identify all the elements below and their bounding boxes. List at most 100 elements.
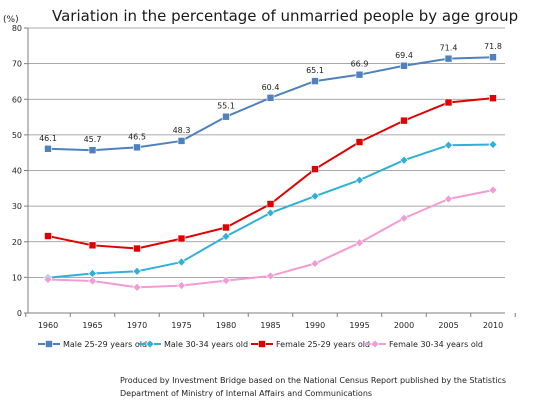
data-point <box>43 275 53 284</box>
legend-item: Male 30-34 years old <box>139 339 248 349</box>
series-line <box>47 97 494 250</box>
x-tick-label: 1965 <box>82 321 102 330</box>
x-tick-label: 2010 <box>483 321 503 330</box>
x-tick-label: 1970 <box>127 321 147 330</box>
data-point <box>88 241 97 250</box>
legend-marker <box>45 340 53 348</box>
x-tick-label: 1975 <box>171 321 191 330</box>
data-label: 46.1 <box>39 134 57 143</box>
data-point <box>310 259 320 268</box>
y-tick-label: 50 <box>12 131 22 140</box>
data-point <box>355 175 364 185</box>
data-point <box>88 269 97 278</box>
y-tick-label: 30 <box>12 202 22 211</box>
series-0 <box>44 53 497 154</box>
data-point <box>355 238 364 248</box>
y-tick-label: 70 <box>12 60 22 69</box>
data-point <box>266 94 275 102</box>
data-point <box>310 191 320 201</box>
data-label: 46.5 <box>128 132 146 141</box>
series-1 <box>43 140 498 283</box>
legend-label: Female 30-34 years old <box>389 340 483 349</box>
series-3 <box>43 185 498 292</box>
y-tick-label: 10 <box>12 273 22 282</box>
data-point <box>444 194 453 204</box>
series-lines <box>43 53 498 292</box>
data-point <box>222 223 230 232</box>
data-label: 66.9 <box>351 60 369 69</box>
y-tick-label: 60 <box>12 95 22 104</box>
x-tick-label: 1995 <box>349 321 369 330</box>
x-tick-label: 1990 <box>305 321 325 330</box>
data-point <box>400 61 408 70</box>
legend-marker <box>370 339 380 349</box>
data-point <box>221 276 231 286</box>
data-point <box>221 231 231 241</box>
data-point <box>489 53 497 62</box>
data-point <box>133 143 141 152</box>
data-point <box>399 213 409 223</box>
y-axis-unit-label: (%) <box>3 15 19 25</box>
data-point <box>222 112 230 121</box>
legend-marker <box>145 339 155 349</box>
x-tick-label: 1980 <box>216 321 236 330</box>
data-point <box>266 208 275 218</box>
data-point <box>266 200 275 208</box>
data-point <box>400 116 408 125</box>
series-2 <box>44 94 497 253</box>
data-label: 45.7 <box>84 135 102 144</box>
data-point <box>489 94 497 102</box>
legend-label: Male 25-29 years old <box>63 340 147 349</box>
data-point <box>355 70 364 79</box>
data-point <box>88 146 97 154</box>
data-label: 60.4 <box>262 83 280 92</box>
data-label: 65.1 <box>306 66 324 75</box>
y-tick-label: 20 <box>12 238 22 247</box>
data-point <box>44 232 52 240</box>
data-point <box>488 185 498 195</box>
x-tick-label: 1985 <box>260 321 280 330</box>
data-point <box>311 165 319 173</box>
data-point <box>133 244 141 253</box>
data-point <box>177 257 186 267</box>
data-point <box>311 77 319 85</box>
y-tick-label: 0 <box>17 309 22 318</box>
data-point <box>177 234 186 243</box>
data-label: 71.8 <box>484 42 502 51</box>
legend-label: Male 30-34 years old <box>164 340 248 349</box>
source-caption-line-1: Produced by Investment Bridge based on t… <box>120 376 506 385</box>
legend-label: Female 25-29 years old <box>276 340 370 349</box>
legend-marker <box>258 340 266 348</box>
data-label: 48.3 <box>173 126 191 135</box>
axes: 0 10 20 30 40 50 60 70 80 1960 1965 1970 1975 1980 198… <box>12 24 516 330</box>
data-point <box>132 282 142 292</box>
data-label: 55.1 <box>217 102 235 111</box>
gridlines <box>28 27 505 278</box>
data-point <box>444 54 453 63</box>
x-tick-label: 2000 <box>394 321 414 330</box>
data-point <box>399 155 409 165</box>
data-point <box>44 144 52 153</box>
data-point <box>444 140 453 150</box>
data-point <box>132 266 142 276</box>
data-point <box>444 98 453 107</box>
data-label: 71.4 <box>440 44 458 53</box>
legend-item: Male 25-29 years old <box>38 340 147 349</box>
data-point <box>355 138 364 146</box>
legend-item: Female 25-29 years old <box>251 340 370 349</box>
data-point <box>177 281 186 290</box>
legend-item: Female 30-34 years old <box>364 339 483 349</box>
series-line <box>47 56 494 152</box>
chart-title: Variation in the percentage of unmarried… <box>52 7 518 25</box>
data-point <box>88 276 97 286</box>
data-point <box>266 271 275 281</box>
x-tick-label: 2005 <box>438 321 458 330</box>
y-tick-label: 40 <box>12 167 22 176</box>
data-labels: 46.1 45.7 46.5 48.3 55.1 60.4 65.1 66.9 69.4 71.4… <box>39 42 502 144</box>
data-point <box>488 140 498 149</box>
x-tick-label: 1960 <box>38 321 58 330</box>
source-caption-line-2: Department of Ministry of Internal Affai… <box>120 389 372 398</box>
legend: Male 25-29 years old Male 30-34 years old… <box>38 339 483 349</box>
